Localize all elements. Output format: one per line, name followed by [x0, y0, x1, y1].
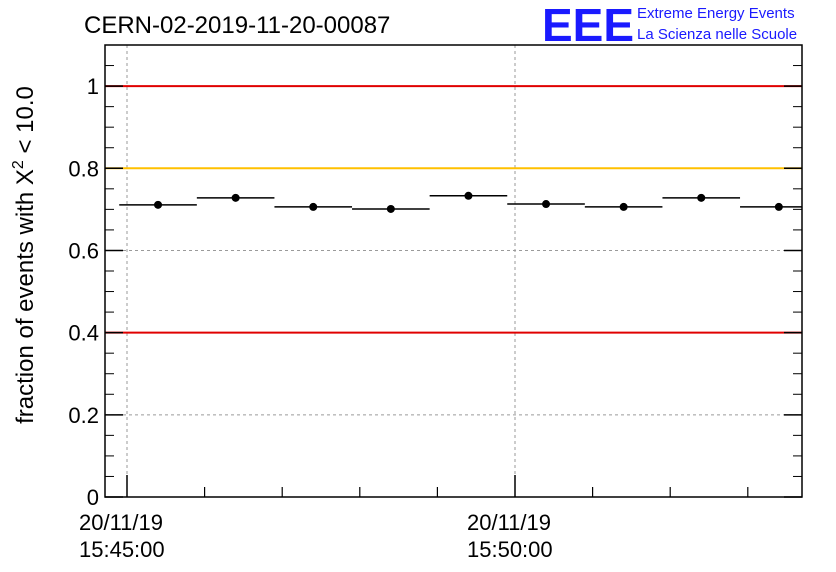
data-point: [154, 200, 163, 209]
logo-line-1: Extreme Energy Events: [637, 5, 795, 22]
y-tick-label: 0.2: [68, 403, 99, 428]
y-axis-label-symbol: Χ: [12, 169, 39, 185]
y-axis-ticks: 0 0.2 0.4 0.6 0.8 1: [68, 44, 802, 510]
data-point: [619, 202, 628, 211]
y-axis-label-superscript: 2: [10, 160, 27, 169]
y-tick-label: 0: [87, 485, 99, 510]
y-axis-label: fraction of events with Χ2 < 10.0: [10, 86, 39, 424]
x-tick-label-time: 15:50:00: [467, 537, 553, 562]
data-series: [119, 191, 802, 213]
y-axis-label-suffix: < 10.0: [12, 86, 39, 160]
grid: [105, 45, 802, 497]
reference-lines: [105, 85, 802, 334]
data-point: [542, 200, 551, 209]
y-tick-label: 0.4: [68, 321, 99, 346]
plot-frame: [104, 44, 803, 498]
y-axis-label-prefix: fraction of events with: [12, 185, 39, 424]
logo-line-2: La Scienza nelle Scuole: [637, 26, 797, 43]
data-point: [386, 204, 395, 213]
x-tick-label-time: 15:45:00: [79, 537, 165, 562]
y-tick-label: 1: [87, 74, 99, 99]
data-point: [697, 193, 706, 202]
y-tick-label: 0.8: [68, 156, 99, 181]
data-point: [464, 191, 473, 200]
data-point: [231, 193, 240, 202]
y-tick-label: 0.6: [68, 238, 99, 263]
x-tick-label-date: 20/11/19: [467, 510, 551, 535]
x-tick-label-date: 20/11/19: [79, 510, 163, 535]
plot-border: [104, 44, 803, 498]
data-point: [774, 202, 783, 211]
logo-mark: EEE: [542, 0, 634, 51]
data-point: [309, 202, 318, 211]
eee-logo: EEE Extreme Energy Events La Scienza nel…: [542, 0, 797, 51]
chart-title: CERN-02-2019-11-20-00087: [84, 12, 390, 39]
